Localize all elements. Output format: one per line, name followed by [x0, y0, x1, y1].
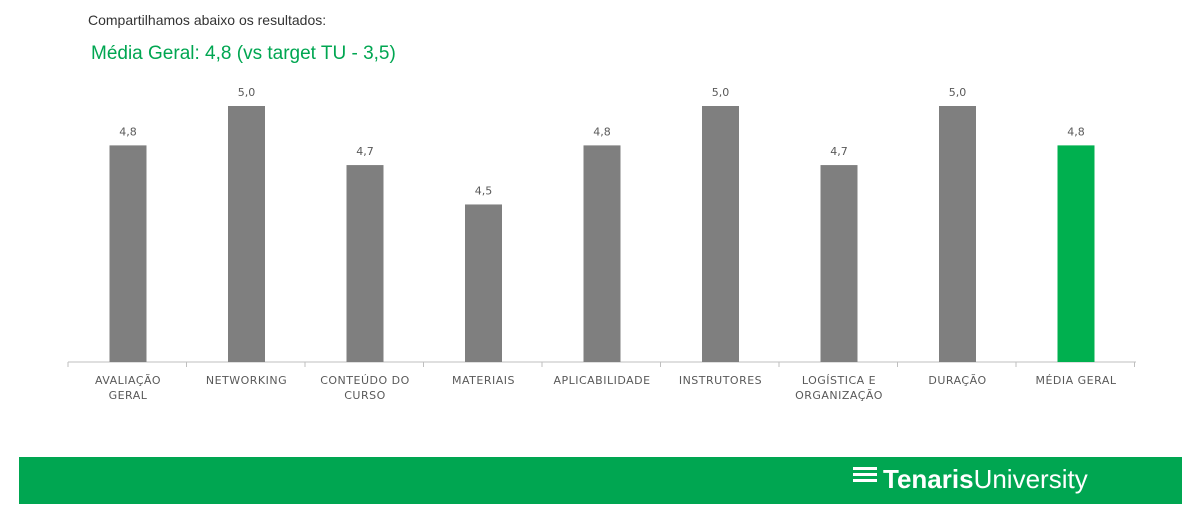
- bar-value-label: 4,5: [475, 184, 493, 197]
- bar-value-label: 4,8: [1067, 125, 1085, 138]
- category-label: CONTEÚDO DO: [320, 374, 410, 387]
- bar-value-label: 5,0: [238, 86, 256, 99]
- category-label: INSTRUTORES: [679, 374, 762, 387]
- bar: [228, 106, 265, 362]
- bar: [820, 165, 858, 362]
- category-label: LOGÍSTICA E: [802, 374, 876, 387]
- category-label: CURSO: [344, 389, 386, 402]
- category-label: ORGANIZAÇÃO: [795, 389, 883, 402]
- bar-chart: 4,8 AVALIAÇÃO GERAL 5,0 NETWORKING 4,7 CONTEÚD…: [67, 86, 1136, 402]
- category-label: DURAÇÃO: [928, 374, 986, 387]
- bar-value-label: 4,8: [119, 125, 137, 138]
- footer-banner: [19, 457, 1182, 504]
- category-label: MÉDIA GERAL: [1035, 374, 1116, 387]
- category-label: AVALIAÇÃO: [95, 374, 161, 387]
- bar-value-label: 5,0: [949, 86, 967, 99]
- bar: [702, 106, 739, 362]
- tenaris-university-logo: Tenaris University: [853, 459, 1088, 499]
- bar-value-label: 4,7: [830, 145, 848, 158]
- bar-value-label: 5,0: [712, 86, 730, 99]
- bar: [583, 145, 621, 362]
- bar-value-label: 4,7: [356, 145, 374, 158]
- brand-name-light: University: [973, 463, 1088, 494]
- category-label: GERAL: [109, 389, 148, 402]
- bar: [109, 145, 147, 362]
- category-label: APLICABILIDADE: [553, 374, 650, 387]
- bar: [939, 106, 976, 362]
- bar: [346, 165, 384, 362]
- category-label: NETWORKING: [206, 374, 287, 387]
- bar: [465, 204, 502, 362]
- stacked-lines-icon: [853, 467, 877, 483]
- headline-average: Média Geral: 4,8 (vs target TU - 3,5): [91, 43, 396, 64]
- category-label: MATERIAIS: [452, 374, 515, 387]
- brand-name-bold: Tenaris: [883, 463, 974, 494]
- bar-value-label: 4,8: [593, 125, 611, 138]
- bar: [1057, 145, 1095, 362]
- intro-text: Compartilhamos abaixo os resultados:: [88, 12, 327, 28]
